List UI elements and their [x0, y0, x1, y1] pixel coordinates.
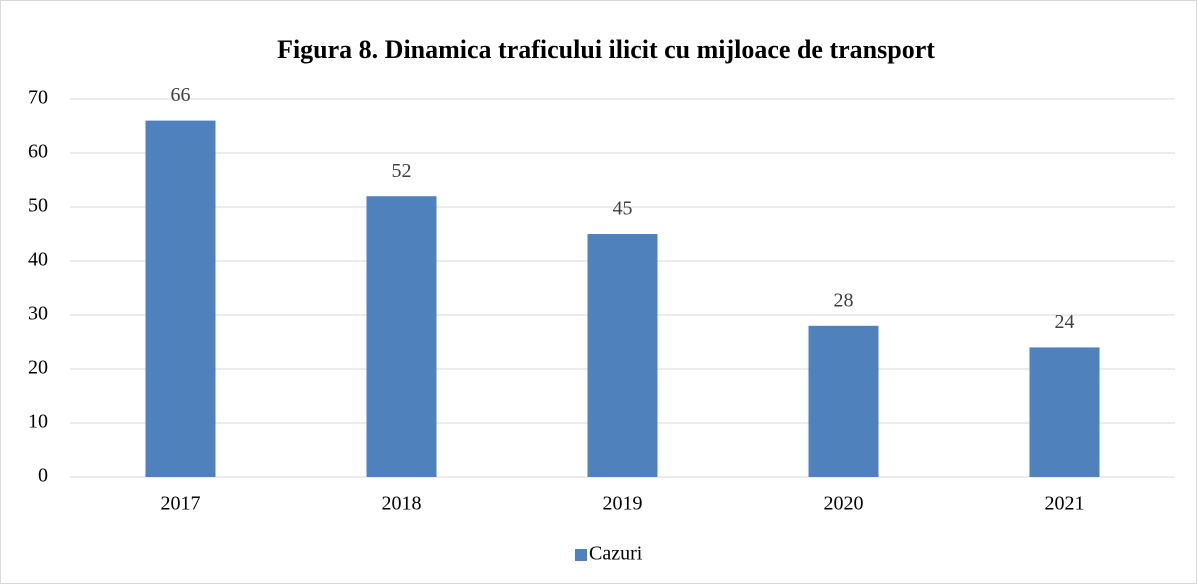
y-tick-label: 70	[28, 87, 48, 109]
y-tick-label: 10	[28, 411, 48, 433]
y-tick-label: 20	[28, 357, 48, 379]
data-label: 52	[392, 160, 412, 182]
data-label: 45	[613, 198, 633, 220]
legend-swatch	[575, 549, 587, 561]
bar	[1029, 347, 1100, 477]
data-label: 24	[1055, 311, 1075, 333]
x-tick-label: 2021	[1045, 493, 1085, 515]
y-tick-label: 60	[28, 141, 48, 163]
x-tick-label: 2019	[603, 493, 643, 515]
bar	[587, 234, 658, 477]
legend-label: Cazuri	[589, 543, 643, 565]
bar	[808, 325, 879, 477]
y-tick-label: 50	[28, 195, 48, 217]
chart-title: Figura 8. Dinamica traficului ilicit cu …	[277, 35, 935, 64]
y-tick-label: 30	[28, 303, 48, 325]
bar	[366, 196, 437, 477]
data-label: 28	[834, 289, 854, 311]
x-tick-label: 2020	[824, 493, 864, 515]
x-tick-label: 2018	[382, 493, 422, 515]
data-label: 66	[171, 84, 191, 106]
x-tick-label: 2017	[161, 493, 201, 515]
y-tick-label: 40	[28, 249, 48, 271]
bar	[145, 120, 216, 477]
y-tick-label: 0	[38, 465, 48, 487]
